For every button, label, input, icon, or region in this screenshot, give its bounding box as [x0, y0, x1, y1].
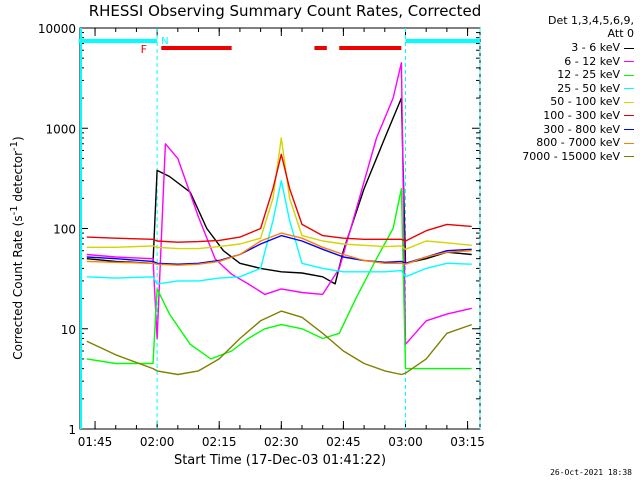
- series-line-6-12kev: [86, 62, 472, 345]
- x-tick-label: 02:30: [264, 435, 299, 449]
- legend-label: 25 - 50 keV: [557, 81, 620, 95]
- series-line-800-7000kev: [86, 232, 472, 266]
- legend-label: 800 - 7000 keV: [536, 136, 620, 150]
- series-line-100-300kev: [86, 153, 472, 243]
- legend-label: 3 - 6 keV: [571, 41, 620, 54]
- flare-flag-bar: [314, 46, 327, 50]
- legend-item: 300 - 800 keV: [522, 123, 634, 137]
- series-line-7000-15000kev: [86, 310, 472, 376]
- x-tick-label: 01:45: [78, 435, 113, 449]
- legend-item: 12 - 25 keV: [522, 68, 634, 82]
- legend-item: 6 - 12 keV: [522, 55, 634, 69]
- legend-item: 100 - 300 keV: [522, 109, 634, 123]
- legend-swatch: [624, 115, 634, 117]
- y-tick-label: 100: [53, 223, 76, 237]
- legend: 3 - 6 keV 6 - 12 keV 12 - 25 keV 25 - 50 ke…: [522, 41, 634, 163]
- legend-label: 6 - 12 keV: [564, 54, 620, 68]
- x-tick-label: 02:15: [202, 435, 237, 449]
- legend-swatch: [624, 129, 634, 131]
- flare-flag-label: F: [141, 43, 147, 56]
- y-axis-label-main: Corrected Count Rate (s: [11, 215, 25, 360]
- series-line-300-800kev: [86, 234, 472, 265]
- series-line-25-50kev: [86, 180, 472, 285]
- legend-label: 7000 - 15000 keV: [522, 149, 620, 163]
- night-flag-bar: [78, 39, 158, 43]
- night-flag-bar: [405, 39, 480, 43]
- y-axis-label-tail: ): [11, 136, 25, 141]
- legend-swatch: [624, 74, 634, 76]
- legend-label: 300 - 800 keV: [543, 122, 620, 136]
- y-tick-label: 10: [61, 323, 76, 337]
- y-axis-label-sup-1: -1: [9, 205, 20, 216]
- x-tick-label: 03:15: [450, 435, 485, 449]
- legend-label: 100 - 300 keV: [543, 108, 620, 122]
- x-tick-label: 03:00: [388, 435, 423, 449]
- legend-header-line-1: Det 1,3,4,5,6,9,: [547, 14, 634, 27]
- y-axis-label-sup-2: -1: [9, 140, 20, 151]
- legend-label: 50 - 100 keV: [550, 95, 620, 109]
- legend-item: 25 - 50 keV: [522, 82, 634, 96]
- footer-timestamp: 26-Oct-2021 18:38: [550, 468, 632, 477]
- legend-label: 12 - 25 keV: [557, 68, 620, 82]
- y-axis-label-mid: detector: [11, 150, 25, 206]
- legend-item: 800 - 7000 keV: [522, 136, 634, 150]
- night-flag-label: N: [161, 36, 168, 47]
- legend-item: 7000 - 15000 keV: [522, 150, 634, 164]
- y-tick-label: 1000: [45, 122, 76, 136]
- legend-swatch: [624, 88, 634, 90]
- legend-swatch: [624, 101, 634, 103]
- chart-title: RHESSI Observing Summary Count Rates, Co…: [88, 2, 482, 20]
- legend-header-line-2: Att 0: [607, 27, 634, 40]
- x-axis-label: Start Time (17-Dec-03 01:41:22): [173, 453, 387, 468]
- legend-header: Det 1,3,4,5,6,9, Att 0: [548, 14, 634, 40]
- legend-swatch: [624, 142, 634, 144]
- legend-item: 50 - 100 keV: [522, 95, 634, 109]
- series-line-50-100kev: [86, 137, 472, 250]
- legend-swatch: [624, 156, 634, 158]
- flare-flag-bar: [161, 46, 232, 50]
- x-tick-label: 02:00: [140, 435, 175, 449]
- y-tick-label: 1: [68, 423, 76, 437]
- flare-flag-bar: [339, 46, 402, 50]
- legend-item: 3 - 6 keV: [522, 41, 634, 55]
- y-tick-label: 10000: [38, 22, 76, 36]
- series-line-12-25kev: [86, 187, 472, 370]
- legend-swatch: [624, 61, 634, 63]
- x-tick-label: 02:45: [326, 435, 361, 449]
- legend-swatch: [624, 47, 634, 49]
- y-axis-label: Corrected Count Rate (s-1 detector-1): [9, 113, 25, 383]
